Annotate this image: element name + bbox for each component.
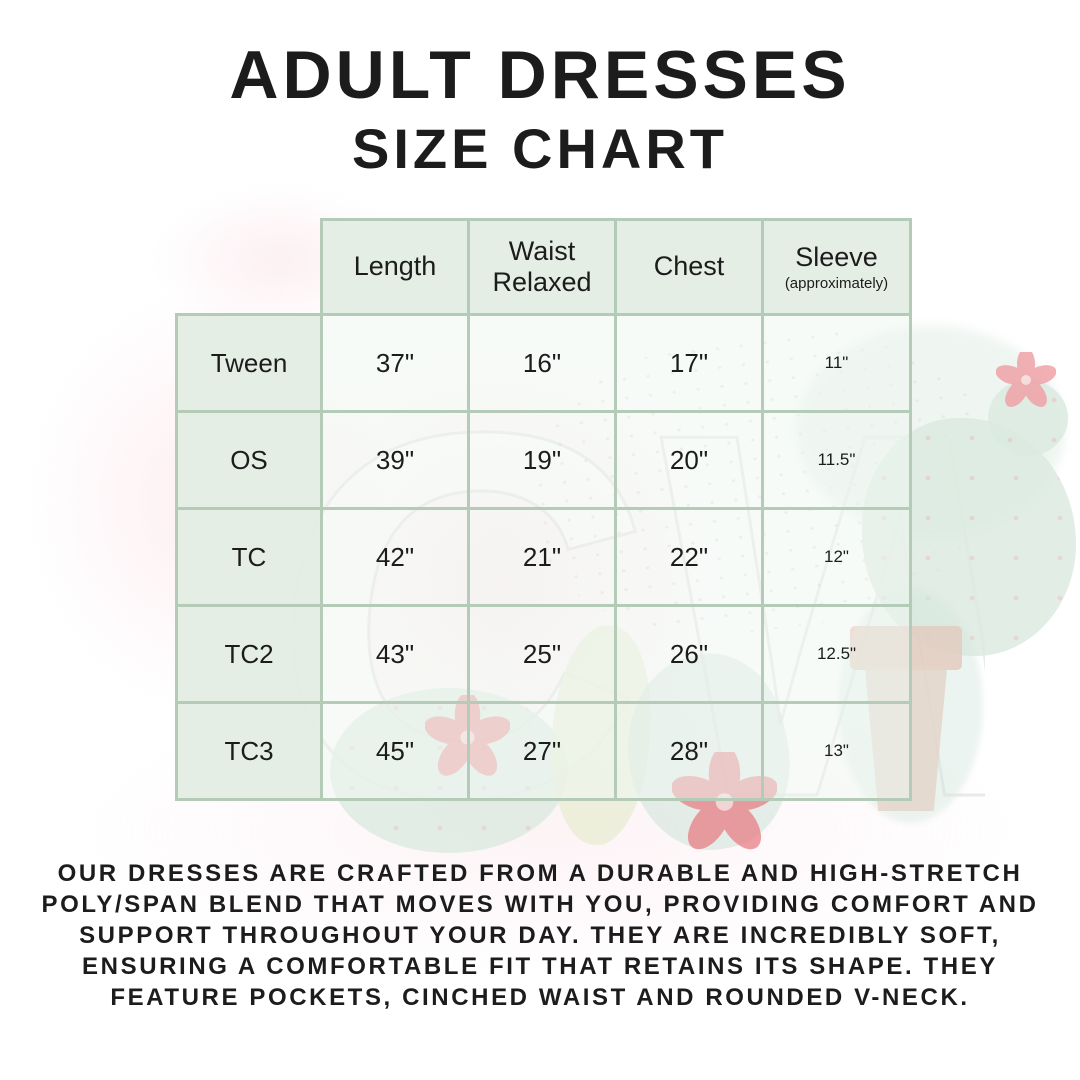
size-label: OS bbox=[175, 410, 323, 510]
measurement-value: 27" bbox=[467, 701, 617, 801]
measurement-value: 13" bbox=[761, 701, 912, 801]
measurement-value: 37" bbox=[320, 313, 470, 413]
column-header: Waist Relaxed bbox=[467, 218, 617, 316]
product-description: OUR DRESSES ARE CRAFTED FROM A DURABLE A… bbox=[41, 860, 1039, 1011]
size-table-body: Tween 37" 16" 17" 11" OS 39" 19" 20" 11.5" TC 42" 21… bbox=[175, 313, 912, 801]
measurement-value: 16" bbox=[467, 313, 617, 413]
measurement-value: 12.5" bbox=[761, 604, 912, 704]
measurement-value: 26" bbox=[614, 604, 764, 704]
measurement-value: 45" bbox=[320, 701, 470, 801]
column-header-label: Chest bbox=[653, 251, 725, 282]
table-row: TC2 43" 25" 26" 12.5" bbox=[175, 604, 912, 704]
table-row: OS 39" 19" 20" 11.5" bbox=[175, 410, 912, 510]
size-label: Tween bbox=[175, 313, 323, 413]
measurement-value: 25" bbox=[467, 604, 617, 704]
measurement-value: 12" bbox=[761, 507, 912, 607]
measurement-value: 21" bbox=[467, 507, 617, 607]
title-line-1: ADULT DRESSES bbox=[229, 37, 851, 113]
corner-cell bbox=[177, 220, 322, 315]
page-title: ADULT DRESSES SIZE CHART bbox=[0, 38, 1080, 181]
measurement-value: 22" bbox=[614, 507, 764, 607]
measurement-value: 43" bbox=[320, 604, 470, 704]
column-header: Chest bbox=[614, 218, 764, 316]
measurement-value: 17" bbox=[614, 313, 764, 413]
column-header-label: Length bbox=[353, 251, 437, 282]
size-label: TC bbox=[175, 507, 323, 607]
table-row: TC 42" 21" 22" 12" bbox=[175, 507, 912, 607]
measurement-value: 11" bbox=[761, 313, 912, 413]
column-header-note: (approximately) bbox=[784, 275, 889, 293]
cactus-top-pad-icon bbox=[988, 380, 1068, 456]
measurement-value: 11.5" bbox=[761, 410, 912, 510]
cactus-flower-icon bbox=[996, 352, 1056, 408]
measurement-value: 42" bbox=[320, 507, 470, 607]
column-header: Length bbox=[320, 218, 470, 316]
measurement-value: 28" bbox=[614, 701, 764, 801]
header-row: Length Waist Relaxed Chest Sleeve (approxima… bbox=[177, 218, 912, 316]
table-row: TC3 45" 27" 28" 13" bbox=[175, 701, 912, 801]
size-chart-table: Length Waist Relaxed Chest Sleeve (approxima… bbox=[175, 218, 912, 801]
column-header-label: Sleeve bbox=[795, 241, 878, 272]
title-line-2: SIZE CHART bbox=[352, 116, 728, 180]
column-header: Sleeve (approximately) bbox=[761, 218, 912, 316]
size-label: TC2 bbox=[175, 604, 323, 704]
table-row: Tween 37" 16" 17" 11" bbox=[175, 313, 912, 413]
measurement-value: 19" bbox=[467, 410, 617, 510]
column-header-label: Waist Relaxed bbox=[492, 235, 592, 297]
measurement-value: 20" bbox=[614, 410, 764, 510]
measurement-value: 39" bbox=[320, 410, 470, 510]
size-label: TC3 bbox=[175, 701, 323, 801]
